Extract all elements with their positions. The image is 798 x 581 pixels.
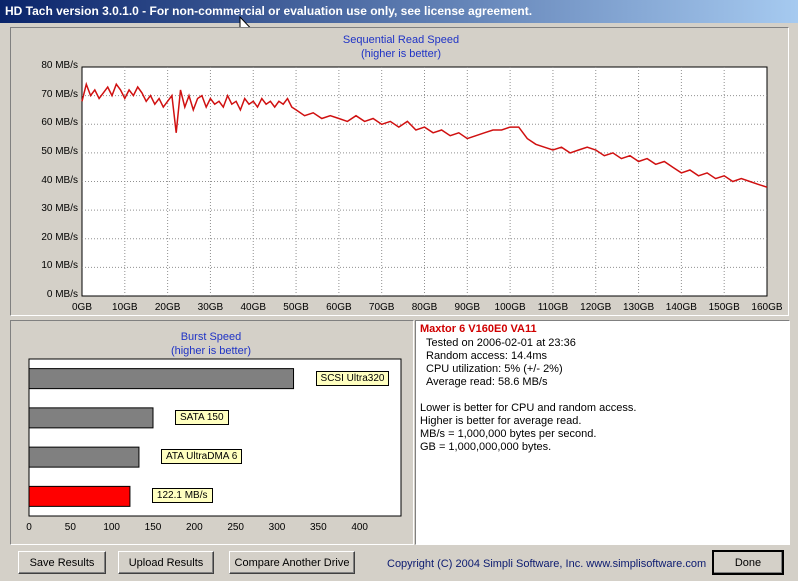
seq-x-tick-label: 130GB xyxy=(622,302,655,313)
note-lower-better: Lower is better for CPU and random acces… xyxy=(420,402,637,414)
seq-x-tick-label: 100GB xyxy=(494,302,526,313)
seq-x-tick-label: 20GB xyxy=(154,302,181,313)
seq-x-tick-label: 160GB xyxy=(751,302,783,313)
burst-bar-reference xyxy=(28,407,154,429)
seq-x-tick-label: 110GB xyxy=(537,302,569,313)
note-gb-definition: GB = 1,000,000,000 bytes. xyxy=(420,441,552,453)
seq-read-series-line xyxy=(81,81,768,188)
burst-bar-label: 122.1 MB/s xyxy=(151,488,213,504)
done-button[interactable]: Done xyxy=(712,550,784,575)
average-read: Average read: 58.6 MB/s xyxy=(426,376,548,388)
seq-x-tick-label: 40GB xyxy=(240,302,267,313)
seq-x-tick-label: 50GB xyxy=(283,302,309,313)
drive-info-panel: Maxtor 6 V160E0 VA11 Tested on 2006-02-0… xyxy=(415,320,790,545)
seq-x-tick-label: 120GB xyxy=(580,302,612,313)
seq-y-tick-label: 80 MB/s xyxy=(41,60,78,71)
seq-x-tick-label: 140GB xyxy=(665,302,697,313)
compare-drive-button[interactable]: Compare Another Drive xyxy=(229,551,355,574)
burst-x-tick-label: 0 xyxy=(26,522,32,533)
seq-x-tick-label: 150GB xyxy=(708,302,740,313)
window-title: HD Tach version 3.0.1.0 - For non-commer… xyxy=(5,4,533,18)
sequential-read-chart xyxy=(81,66,768,297)
burst-chart-title: Burst Speed xyxy=(180,331,242,343)
seq-y-tick-label: 20 MB/s xyxy=(41,231,78,243)
tested-date: Tested on 2006-02-01 at 23:36 xyxy=(426,337,576,349)
burst-x-tick-label: 300 xyxy=(268,522,286,533)
burst-bar-reference xyxy=(28,446,140,468)
seq-y-tick-label: 30 MB/s xyxy=(41,203,78,215)
burst-bar-current-drive xyxy=(28,485,131,507)
burst-x-tick-label: 350 xyxy=(309,522,327,533)
burst-x-tick-label: 250 xyxy=(227,522,244,533)
seq-chart-title: Sequential Read Speed xyxy=(342,34,460,46)
seq-y-tick-label: 40 MB/s xyxy=(41,174,78,186)
burst-x-tick-label: 100 xyxy=(103,522,120,533)
burst-bar-label: SCSI Ultra320 xyxy=(315,370,390,386)
copyright-text: Copyright (C) 2004 Simpli Software, Inc.… xyxy=(387,558,707,570)
seq-x-tick-label: 70GB xyxy=(368,302,395,313)
burst-x-tick-label: 150 xyxy=(144,522,162,533)
burst-x-tick-label: 50 xyxy=(64,522,76,533)
seq-x-tick-label: 80GB xyxy=(411,302,438,313)
burst-chart-subtitle: (higher is better) xyxy=(170,345,252,357)
burst-x-tick-label: 200 xyxy=(185,522,203,533)
seq-x-tick-label: 30GB xyxy=(197,302,224,313)
burst-bar-label: SATA 150 xyxy=(175,409,229,425)
seq-chart-subtitle: (higher is better) xyxy=(360,48,442,60)
seq-y-tick-label: 60 MB/s xyxy=(41,117,78,129)
note-mbs-definition: MB/s = 1,000,000 bytes per second. xyxy=(420,428,597,440)
title-bar[interactable]: HD Tach version 3.0.1.0 - For non-commer… xyxy=(0,0,798,23)
seq-x-tick-label: 90GB xyxy=(454,302,481,313)
seq-y-tick-label: 50 MB/s xyxy=(41,145,78,157)
random-access: Random access: 14.4ms xyxy=(426,350,548,362)
burst-speed-chart xyxy=(28,358,402,517)
burst-x-tick-label: 400 xyxy=(351,522,368,533)
seq-x-tick-label: 60GB xyxy=(326,302,352,313)
seq-y-tick-label: 70 MB/s xyxy=(41,88,78,100)
burst-bar-label: ATA UltraDMA 6 xyxy=(160,449,243,465)
burst-bar-reference xyxy=(28,368,295,390)
sequential-read-panel: Sequential Read Speed (higher is better)… xyxy=(10,27,789,316)
save-results-button[interactable]: Save Results xyxy=(18,551,106,574)
seq-x-tick-label: 10GB xyxy=(112,302,138,313)
burst-speed-panel: Burst Speed (higher is better) 0 50 100 150… xyxy=(10,320,414,545)
seq-y-tick-label: 10 MB/s xyxy=(41,260,78,272)
seq-y-tick-label: 0 MB/s xyxy=(46,289,78,300)
drive-model: Maxtor 6 V160E0 VA11 xyxy=(420,323,537,335)
cpu-utilization: CPU utilization: 5% (+/- 2%) xyxy=(426,363,563,375)
note-higher-better: Higher is better for average read. xyxy=(420,415,582,427)
upload-results-button[interactable]: Upload Results xyxy=(118,551,214,574)
seq-x-tick-label: 0GB xyxy=(71,302,92,313)
